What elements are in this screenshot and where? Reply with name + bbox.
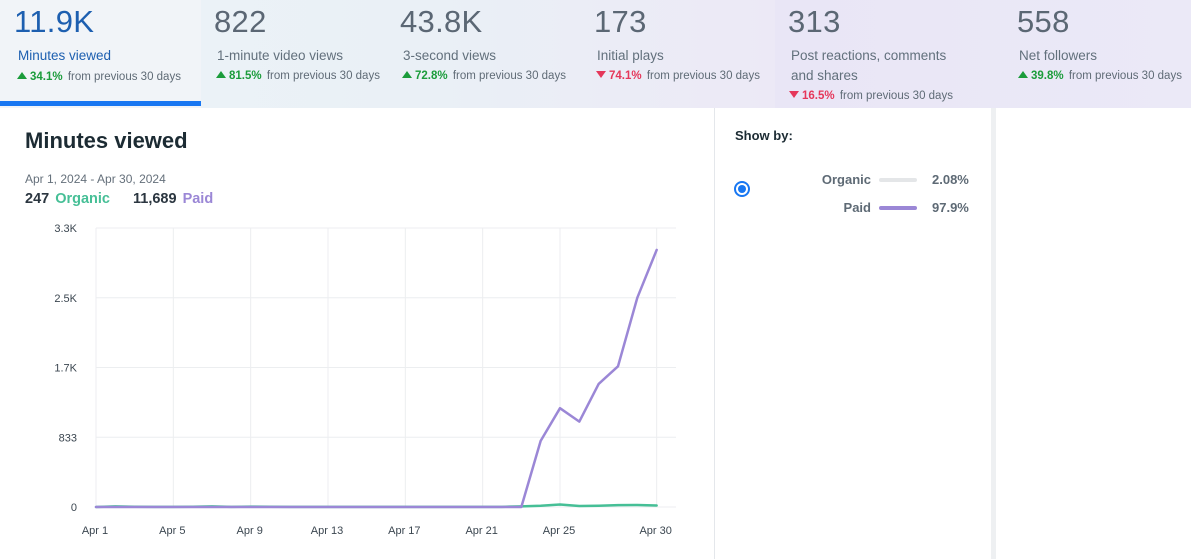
x-tick-label: Apr 5 [159, 525, 185, 537]
legend-name: Paid [843, 200, 871, 215]
y-tick-label: 833 [59, 432, 77, 444]
x-tick-label: Apr 1 [82, 525, 108, 537]
metric-change-percent: 39.8% [1031, 70, 1064, 82]
x-tick-label: Apr 17 [388, 525, 420, 537]
show-by-panel: Show by: Organic 2.08% Paid 97.9% [715, 108, 991, 559]
metric-change-percent: 81.5% [229, 70, 262, 82]
legend-percent: 97.9% [932, 200, 969, 215]
show-by-radio[interactable] [734, 181, 750, 197]
metric-change-suffix: from previous 30 days [646, 70, 760, 82]
metric-value: 822 [214, 4, 267, 39]
metric-change: 74.1% from previous 30 days [596, 70, 760, 82]
arrow-down-icon [596, 71, 606, 78]
metric-label: Initial plays [597, 48, 664, 63]
x-tick-label: Apr 13 [311, 525, 343, 537]
organic-label: Organic [55, 191, 110, 207]
x-tick-label: Apr 30 [639, 525, 671, 537]
metric-card-net-followers[interactable]: 558 Net followers 39.8% from previous 30… [1004, 0, 1191, 108]
metric-change-suffix: from previous 30 days [452, 70, 566, 82]
y-tick-label: 1.7K [54, 363, 77, 375]
arrow-down-icon [789, 91, 799, 98]
y-tick-label: 0 [71, 502, 77, 514]
legend-bar [879, 206, 917, 210]
x-tick-label: Apr 21 [465, 525, 497, 537]
metric-change: 72.8% from previous 30 days [402, 70, 566, 82]
arrow-up-icon [17, 72, 27, 79]
y-tick-label: 3.3K [54, 223, 77, 235]
metric-label: Net followers [1019, 48, 1098, 63]
metric-card-initial-plays[interactable]: 173 Initial plays 74.1% from previous 30… [585, 0, 775, 108]
organic-total: 247 [25, 191, 50, 207]
metric-change: 81.5% from previous 30 days [216, 70, 380, 82]
arrow-up-icon [402, 71, 412, 78]
metric-change-suffix: from previous 30 days [1068, 70, 1182, 82]
minutes-viewed-line-chart: 0 833 1.7K 2.5K 3.3K Apr 1 Apr 5 Apr 9 Apr 13 Apr… [54, 223, 676, 537]
legend-name: Organic [821, 172, 871, 187]
date-range: Apr 1, 2024 - Apr 30, 2024 [25, 172, 166, 186]
metric-value: 43.8K [400, 4, 483, 39]
legend-percent: 2.08% [932, 172, 969, 187]
panel-divider [714, 108, 715, 559]
metric-value: 173 [594, 4, 647, 39]
metric-change: 34.1% from previous 30 days [17, 71, 181, 83]
series-totals: 247 Organic 11,689 Paid [25, 191, 213, 207]
arrow-up-icon [1018, 71, 1028, 78]
paid-label: Paid [182, 191, 214, 207]
series-line-paid [94, 248, 658, 509]
metric-change-suffix: from previous 30 days [839, 90, 953, 102]
metric-change-percent: 16.5% [802, 90, 835, 102]
legend-row-paid[interactable]: Paid 97.9% [715, 200, 991, 218]
metric-value: 313 [788, 4, 841, 39]
metric-change-suffix: from previous 30 days [266, 70, 380, 82]
metric-change-percent: 72.8% [415, 70, 448, 82]
metric-card-post-reactions[interactable]: 313 Post reactions, comments and shares … [775, 0, 1004, 108]
metric-change-suffix: from previous 30 days [67, 71, 181, 83]
chart-title: Minutes viewed [25, 128, 188, 153]
y-tick-label: 2.5K [54, 293, 77, 305]
metric-label: Post reactions, comments and shares [791, 48, 947, 83]
metric-change: 39.8% from previous 30 days [1018, 70, 1182, 82]
panel-scrollbar[interactable] [991, 108, 996, 559]
metric-card-minutes-viewed[interactable]: 11.9K Minutes viewed 34.1% from previous… [0, 0, 201, 108]
paid-total: 11,689 [133, 191, 177, 207]
metric-change-percent: 34.1% [30, 71, 63, 83]
metric-value: 11.9K [14, 4, 95, 39]
x-tick-label: Apr 9 [237, 525, 263, 537]
metric-change: 16.5% from previous 30 days [789, 90, 953, 102]
legend-bar [879, 178, 917, 182]
metric-card-1-minute-video-views[interactable]: 822 1-minute video views 81.5% from prev… [201, 0, 391, 108]
metric-label: 3-second views [403, 48, 497, 63]
selected-metric-underline [0, 101, 201, 106]
metric-label: 1-minute video views [217, 48, 344, 63]
metrics-strip: 11.9K Minutes viewed 34.1% from previous… [0, 0, 1191, 108]
metric-value: 558 [1017, 4, 1070, 39]
show-by-title: Show by: [735, 128, 793, 143]
metric-change-percent: 74.1% [609, 70, 642, 82]
radio-selected-dot [738, 185, 746, 193]
x-tick-label: Apr 25 [543, 525, 575, 537]
arrow-up-icon [216, 71, 226, 78]
metric-label: Minutes viewed [18, 48, 112, 63]
metrics-background-alt [775, 0, 1191, 108]
legend-row-organic[interactable]: Organic 2.08% [715, 172, 991, 190]
metric-card-3-second-views[interactable]: 43.8K 3-second views 72.8% from previous… [391, 0, 585, 108]
